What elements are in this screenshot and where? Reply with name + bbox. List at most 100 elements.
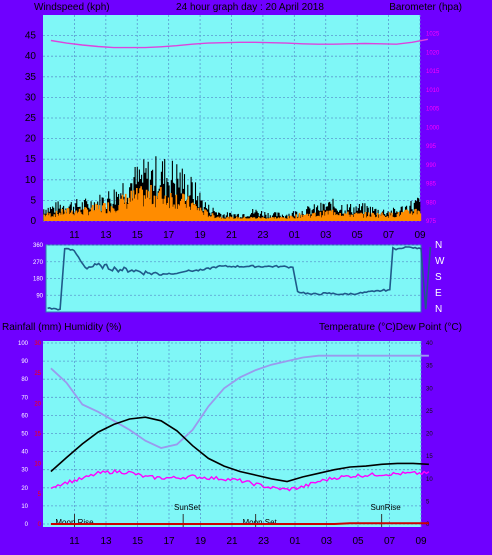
humidity-tick-label: 80 [21, 377, 28, 383]
wind-tick-label: 5 [30, 195, 36, 206]
chart-title: 24 hour graph day : 20 April 2018 [176, 2, 324, 13]
hour-tick-label: 05 [352, 536, 364, 547]
humidity-tick-label: 100 [18, 341, 29, 347]
humidity-tick-label: 30 [21, 468, 28, 474]
temperature-tick-label: 35 [426, 364, 433, 370]
rainfall-y-ticks: 0 5 10 15 20 25 30 [34, 341, 41, 528]
compass-label: W [435, 256, 445, 267]
barometer-line [50, 38, 429, 49]
wind-gust-bars [43, 185, 422, 221]
hour-tick-label: 07 [383, 230, 395, 241]
temperature-tick-label: 5 [426, 499, 430, 505]
humidity-tick-label: 60 [21, 413, 28, 419]
direction-tick-label: 90 [36, 293, 43, 299]
direction-y-ticks: 90 180 270 360 [33, 243, 44, 299]
wind-tick-label: 30 [25, 92, 37, 103]
humidity-tick-label: 90 [21, 359, 28, 365]
annotation-label: SunRise [371, 503, 402, 512]
temperature-tick-label: 40 [426, 341, 433, 347]
temperature-tick-label: 20 [426, 432, 433, 438]
hour-tick-label: 09 [414, 230, 426, 241]
wind-series [43, 156, 422, 221]
rainfall-tick-label: 10 [34, 462, 41, 468]
barometer-axis-label: Barometer (hpa) [389, 2, 462, 13]
wind-tick-label: 20 [25, 134, 37, 145]
humidity-tick-label: 70 [21, 395, 28, 401]
compass-label: N [435, 240, 442, 251]
hour-tick-label: 21 [226, 536, 238, 547]
direction-line [47, 246, 432, 311]
rainfall-tick-label: 5 [38, 492, 42, 498]
direction-tick-label: 270 [33, 260, 44, 266]
hour-tick-label: 01 [289, 536, 301, 547]
rainfall-tick-label: 20 [34, 401, 41, 407]
temperature-tick-label: 0 [426, 522, 430, 528]
compass-label: S [435, 272, 442, 283]
temperature-y-ticks: 0 5 10 15 20 25 30 35 40 [426, 341, 433, 528]
barometer-y-ticks: 975 980 985 990 995 1000 1005 1010 1015 1020 1025 [426, 32, 440, 225]
hour-tick-label: 01 [289, 230, 301, 241]
humidity-tick-label: 50 [21, 432, 28, 438]
humidity-tick-label: 40 [21, 450, 28, 456]
temperature-tick-label: 25 [426, 409, 433, 415]
hour-tick-label: 15 [132, 230, 144, 241]
barometer-tick-label: 1020 [426, 50, 440, 56]
humidity-tick-label: 0 [25, 522, 29, 528]
hour-tick-label: 19 [195, 536, 207, 547]
hour-tick-label: 17 [163, 230, 175, 241]
rainfall-tick-label: 30 [34, 341, 41, 347]
barometer-tick-label: 980 [426, 200, 437, 206]
dew-point-line [50, 468, 430, 492]
temperature-tick-label: 10 [426, 477, 433, 483]
direction-grid [46, 244, 421, 296]
direction-tick-label: 180 [33, 277, 44, 283]
barometer-tick-label: 1025 [426, 32, 440, 38]
hour-tick-label: 13 [100, 230, 112, 241]
rainfall-tick-label: 15 [34, 432, 41, 438]
barometer-tick-label: 985 [426, 182, 437, 188]
wind-tick-label: 15 [25, 154, 37, 165]
hour-tick-label: 03 [321, 536, 333, 547]
temperature-tick-label: 30 [426, 386, 433, 392]
barometer-tick-label: 990 [426, 163, 437, 169]
hour-tick-label: 15 [132, 536, 144, 547]
hour-tick-label: 17 [163, 536, 175, 547]
wind-tick-label: 0 [30, 216, 36, 227]
hour-tick-label: 11 [69, 536, 80, 547]
annotation-label: Moon Rise [55, 518, 94, 527]
annotation-label: SunSet [174, 503, 201, 512]
wind-tick-label: 40 [25, 51, 37, 62]
rainfall-tick-label: 25 [34, 371, 41, 377]
barometer-tick-label: 975 [426, 219, 437, 225]
hour-tick-label: 21 [226, 230, 238, 241]
temperature-tick-label: 15 [426, 454, 433, 460]
direction-tick-label: 360 [33, 243, 44, 249]
rainfall-line [50, 522, 429, 525]
barometer-tick-label: 1005 [426, 107, 440, 113]
temperature-line [50, 416, 429, 483]
barometer-tick-label: 995 [426, 144, 437, 150]
humidity-tick-label: 10 [21, 504, 28, 510]
hour-tick-label: 23 [258, 536, 270, 547]
hour-tick-label: 23 [257, 230, 269, 241]
wind-x-ticks: 11 13 15 17 19 21 23 01 03 05 07 09 [69, 230, 426, 241]
temperature-x-ticks: 11 13 15 17 19 21 23 01 03 05 07 09 [69, 536, 427, 547]
wind-axis-label: Windspeed (kph) [34, 2, 110, 13]
humidity-tick-label: 20 [21, 486, 28, 492]
humidity-y-ticks: 0 10 20 30 40 50 60 70 80 90 100 [18, 341, 29, 528]
wind-y-ticks: 0 5 10 15 20 25 30 35 40 45 [25, 31, 37, 227]
wind-tick-label: 10 [25, 175, 37, 186]
hour-tick-label: 13 [100, 536, 112, 547]
compass-label: N [435, 304, 442, 315]
hour-tick-label: 07 [384, 536, 396, 547]
hour-tick-label: 11 [69, 230, 80, 241]
hour-tick-label: 03 [320, 230, 332, 241]
barometer-tick-label: 1015 [426, 69, 440, 75]
wind-tick-label: 25 [25, 113, 37, 124]
barometer-tick-label: 1000 [426, 125, 440, 131]
rain-humidity-axis-label: Rainfall (mm) Humidity (%) [2, 322, 121, 333]
hour-tick-label: 09 [415, 536, 427, 547]
